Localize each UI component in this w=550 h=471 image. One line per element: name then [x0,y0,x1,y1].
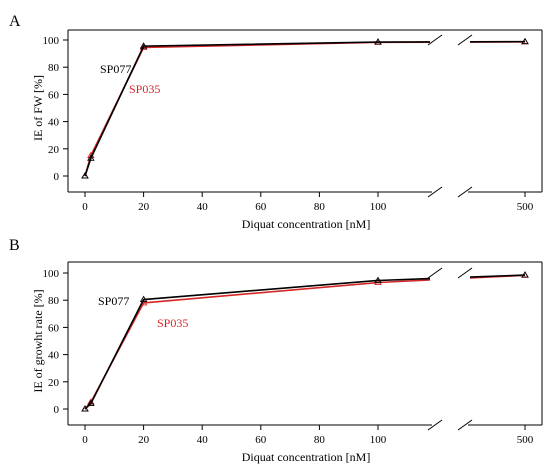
x-tick-label: 500 [517,434,534,446]
y-tick-label: 40 [48,350,60,362]
x-tick-label: 80 [314,434,326,446]
x-tick-label: 20 [138,201,150,213]
x-tick-label: 500 [517,201,534,213]
y-tick-label: 20 [48,377,60,389]
series-label-sp035: SP035 [129,82,160,96]
y-tick-label: 60 [48,89,60,101]
series-line-sp077 [85,279,430,409]
x-tick-label: 20 [138,434,150,446]
x-tick-label: 60 [255,201,267,213]
series-line-segment-sp077 [470,275,525,277]
axis-break-gap-top [432,267,468,279]
y-tick-label: 60 [48,322,60,334]
series-label-sp077: SP077 [100,62,131,76]
y-tick-label: 0 [54,404,60,416]
panel-label: A [9,13,21,30]
y-tick-label: 100 [43,268,60,280]
axis-break-gap-bottom [432,421,468,429]
axis-break-gap-bottom [432,188,468,196]
series-line-sp077 [85,42,430,176]
y-tick-label: 40 [48,117,60,129]
y-tick-label: 100 [43,35,60,47]
series-line-sp035 [85,280,430,409]
y-tick-label: 80 [48,62,60,74]
x-tick-label: 80 [314,201,326,213]
x-axis-title: Diquat concentration [nM] [242,450,371,464]
x-tick-label: 60 [255,434,267,446]
x-tick-label: 100 [370,434,387,446]
x-tick-label: 0 [82,434,88,446]
x-tick-label: 40 [197,434,209,446]
y-tick-label: 20 [48,144,60,156]
x-tick-label: 100 [370,201,387,213]
y-axis-title: IE of growht rate [%] [31,289,45,392]
y-tick-label: 80 [48,295,60,307]
x-tick-label: 40 [197,201,209,213]
x-tick-label: 0 [82,201,88,213]
y-axis-title: IE of FW [%] [31,75,45,141]
x-axis-title: Diquat concentration [nM] [242,217,371,231]
series-label-sp077: SP077 [98,294,129,308]
axis-break-gap-top [432,34,468,46]
series-label-sp035: SP035 [157,316,188,330]
y-tick-label: 0 [54,171,60,183]
panel-label: B [9,237,20,254]
